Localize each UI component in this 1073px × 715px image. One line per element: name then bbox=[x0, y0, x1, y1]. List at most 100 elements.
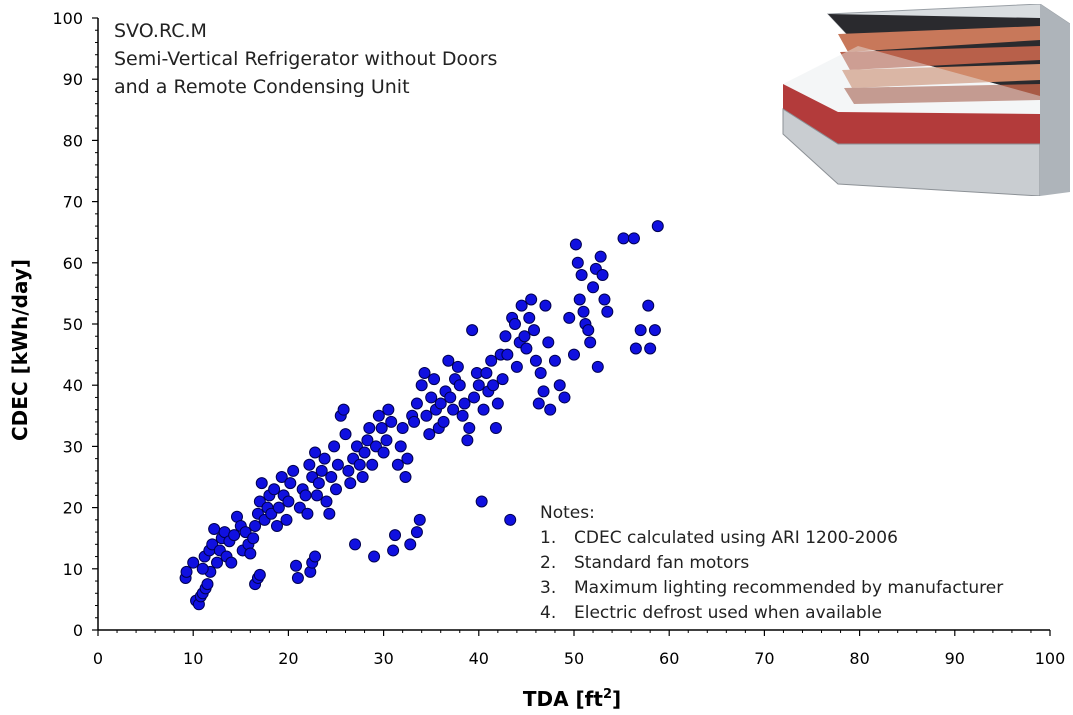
note-item: 2. Standard fan motors bbox=[540, 553, 750, 573]
data-point bbox=[515, 299, 528, 312]
data-point bbox=[466, 324, 479, 337]
data-point bbox=[510, 360, 523, 373]
data-point bbox=[228, 529, 241, 542]
data-point bbox=[548, 354, 561, 367]
y-tick-label: 40 bbox=[63, 376, 83, 395]
data-point bbox=[423, 428, 436, 441]
data-point bbox=[372, 409, 385, 422]
data-point bbox=[361, 434, 374, 447]
data-point bbox=[270, 519, 283, 532]
data-point bbox=[496, 373, 509, 386]
data-point bbox=[596, 269, 609, 282]
data-point bbox=[280, 513, 293, 526]
data-point bbox=[558, 391, 571, 404]
y-tick-label: 70 bbox=[63, 193, 83, 212]
data-point bbox=[410, 526, 423, 539]
x-tick-label: 40 bbox=[469, 649, 489, 668]
data-point bbox=[268, 483, 281, 496]
data-point bbox=[477, 403, 490, 416]
data-point bbox=[434, 397, 447, 410]
data-point bbox=[420, 409, 433, 422]
data-points bbox=[179, 220, 664, 611]
data-point bbox=[442, 354, 455, 367]
data-point bbox=[563, 311, 576, 324]
data-point bbox=[444, 391, 457, 404]
data-point bbox=[377, 446, 390, 459]
data-point bbox=[399, 471, 412, 483]
notes-annotation: Notes: 1. CDEC calculated using ARI 1200-… bbox=[540, 501, 1003, 626]
x-tick-label: 30 bbox=[373, 649, 393, 668]
data-point bbox=[627, 232, 640, 245]
data-point bbox=[648, 324, 661, 337]
data-point bbox=[328, 440, 341, 453]
data-point bbox=[584, 336, 597, 349]
data-point bbox=[303, 458, 316, 471]
data-point bbox=[644, 342, 657, 355]
data-point bbox=[253, 568, 266, 581]
data-point bbox=[320, 495, 333, 508]
note-item: 1. CDEC calculated using ARI 1200-2006 bbox=[540, 528, 898, 548]
x-tick-label: 0 bbox=[93, 649, 103, 668]
data-point bbox=[353, 458, 366, 471]
data-point bbox=[415, 379, 428, 392]
data-point bbox=[255, 477, 268, 490]
data-point bbox=[382, 403, 395, 416]
data-point bbox=[391, 458, 404, 471]
data-point bbox=[301, 507, 314, 520]
data-point bbox=[413, 513, 426, 526]
data-point bbox=[542, 336, 555, 349]
data-point bbox=[187, 556, 200, 569]
data-point bbox=[337, 403, 350, 416]
data-point bbox=[349, 538, 362, 551]
data-point bbox=[272, 501, 285, 514]
data-point bbox=[569, 238, 582, 251]
data-point bbox=[375, 422, 388, 435]
data-point bbox=[475, 495, 488, 508]
data-point bbox=[587, 281, 600, 294]
data-point bbox=[453, 379, 466, 392]
note-item: 3. Maximum lighting recommended by manufa… bbox=[540, 578, 1004, 598]
data-point bbox=[532, 397, 545, 410]
notes-heading: Notes: bbox=[540, 503, 595, 523]
data-point bbox=[396, 422, 409, 435]
y-tick-label: 0 bbox=[73, 621, 83, 640]
data-point bbox=[356, 471, 369, 483]
data-point bbox=[331, 458, 344, 471]
x-axis-title-end: ] bbox=[612, 687, 621, 711]
data-point bbox=[458, 397, 471, 410]
data-point bbox=[573, 293, 586, 306]
data-point bbox=[571, 256, 584, 269]
data-point bbox=[575, 269, 588, 282]
data-point bbox=[387, 544, 400, 557]
data-point bbox=[315, 464, 328, 477]
title-line: SVO.RC.M bbox=[114, 20, 207, 42]
y-tick-label: 100 bbox=[52, 9, 83, 28]
y-tick-label: 10 bbox=[63, 560, 83, 579]
y-tick-label: 50 bbox=[63, 315, 83, 334]
data-point bbox=[651, 220, 664, 233]
y-axis-title: CDEC [kWh/day] bbox=[8, 259, 32, 441]
data-point bbox=[437, 415, 450, 428]
data-point bbox=[539, 299, 552, 312]
data-point bbox=[468, 391, 481, 404]
data-point bbox=[275, 471, 288, 483]
data-point bbox=[196, 562, 209, 575]
data-point bbox=[410, 397, 423, 410]
data-point bbox=[201, 578, 214, 591]
x-tick-label: 100 bbox=[1035, 649, 1066, 668]
data-point bbox=[291, 571, 304, 584]
data-point bbox=[309, 446, 322, 459]
data-point bbox=[577, 305, 590, 318]
x-tick-label: 10 bbox=[183, 649, 203, 668]
data-point bbox=[489, 422, 502, 435]
data-point bbox=[520, 342, 533, 355]
data-point bbox=[244, 547, 257, 560]
data-point bbox=[339, 428, 352, 441]
data-point bbox=[380, 434, 393, 447]
data-point bbox=[544, 403, 557, 416]
y-tick-label: 90 bbox=[63, 70, 83, 89]
data-point bbox=[528, 324, 541, 337]
data-point bbox=[225, 556, 238, 569]
data-point bbox=[309, 550, 322, 563]
data-point bbox=[425, 391, 438, 404]
